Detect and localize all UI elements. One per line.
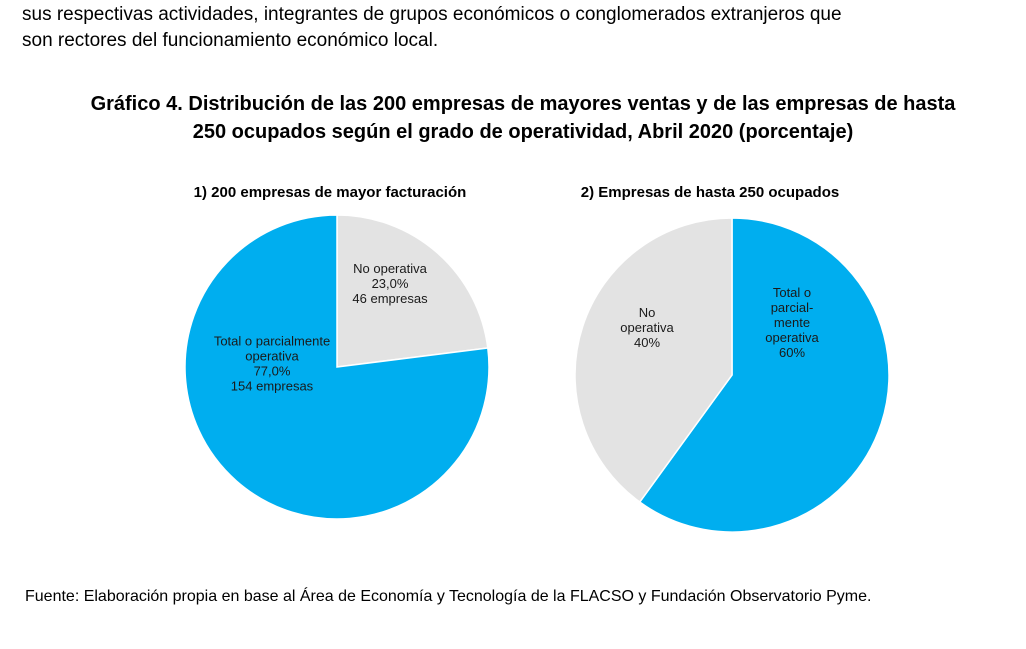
pie-slice [336, 214, 489, 368]
slice-data-label: 46 empresas [352, 291, 428, 306]
figure-title: Gráfico 4. Distribución de las 200 empre… [20, 90, 1026, 146]
slice-data-label: No operativa [353, 261, 427, 276]
figure-title-line: Gráfico 4. Distribución de las 200 empre… [90, 93, 956, 115]
pie-slice [184, 214, 490, 520]
slice-data-label: 23,0% [372, 276, 409, 291]
pie-slice [638, 217, 890, 533]
slice-data-label: No [639, 305, 656, 320]
figure-title-line: 250 ocupados según el grado de operativi… [192, 121, 854, 143]
slice-data-label: Total o parcialmente [214, 334, 330, 349]
slice-data-label: parcial- [771, 300, 814, 315]
source-note: Fuente: Elaboración propia en base al Ár… [25, 588, 872, 605]
slice-data-label: operativa [620, 320, 674, 335]
pie-slice [574, 217, 733, 504]
slice-data-label: 77,0% [254, 364, 291, 379]
slice-data-label: mente [774, 315, 810, 330]
slice-data-label: 40% [634, 335, 660, 350]
slice-data-label: 60% [779, 345, 805, 360]
slice-data-label: Total o [773, 285, 811, 300]
slice-data-label: operativa [245, 349, 299, 364]
pie-chart-title: 2) Empresas de hasta 250 ocupados [581, 184, 839, 201]
slice-data-label: 154 empresas [231, 379, 314, 394]
intro-paragraph: sus respectivas actividades, integrantes… [22, 2, 1026, 54]
pie-chart-title: 1) 200 empresas de mayor facturación [194, 184, 467, 201]
intro-line: sus respectivas actividades, integrantes… [22, 4, 842, 25]
intro-line: son rectores del funcionamiento económic… [22, 30, 439, 51]
slice-data-label: operativa [765, 330, 819, 345]
